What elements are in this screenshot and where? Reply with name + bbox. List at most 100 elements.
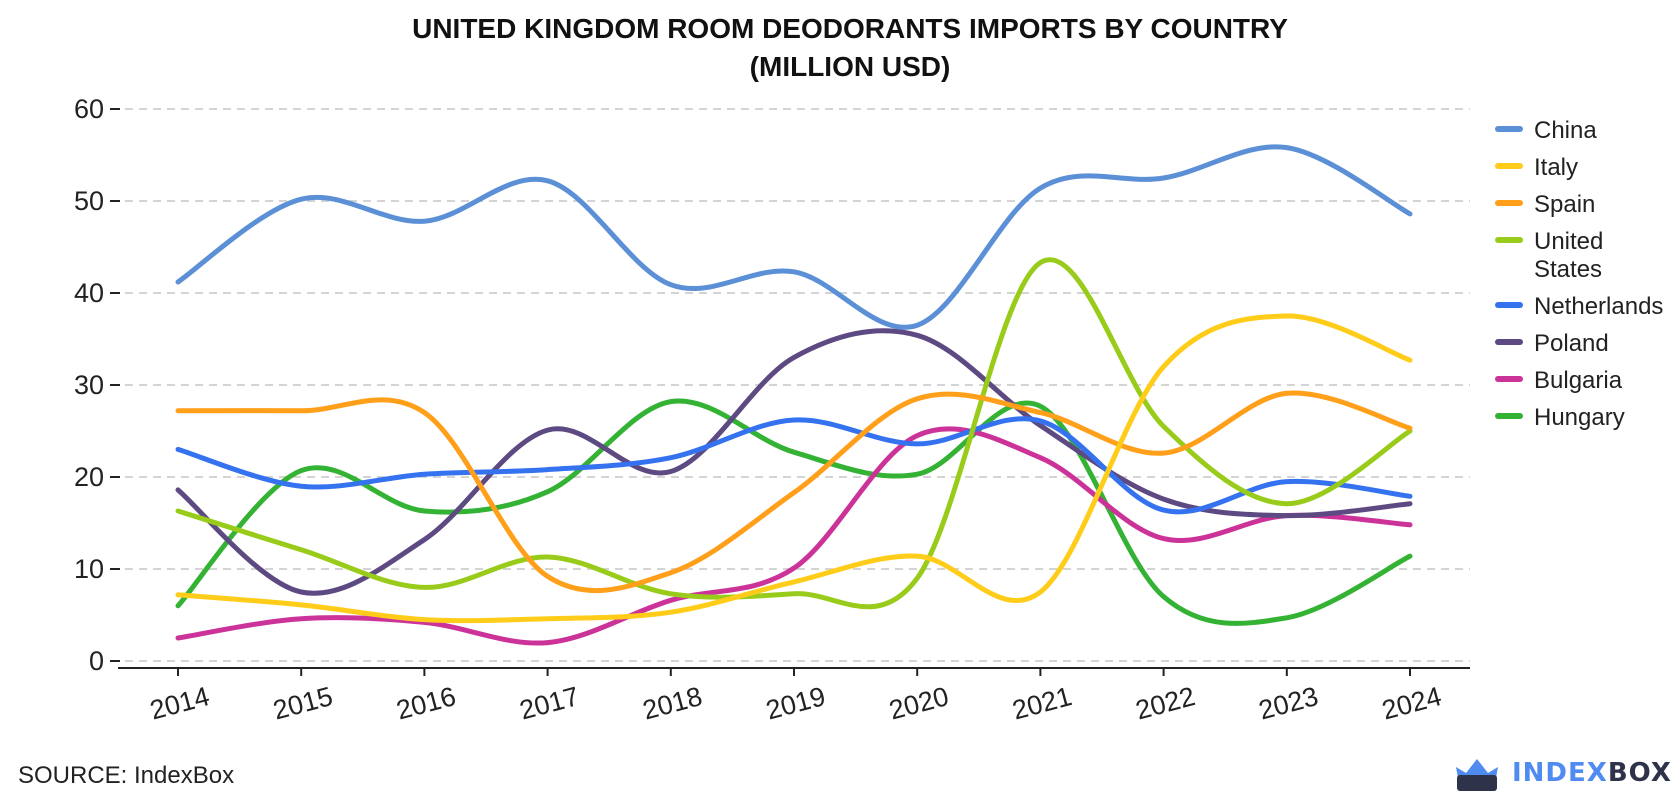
data-point-hungary bbox=[299, 468, 304, 473]
data-point-united-states bbox=[1038, 260, 1043, 265]
legend-item-poland[interactable]: Poland bbox=[1495, 330, 1609, 357]
data-point-poland bbox=[1161, 497, 1166, 502]
data-point-italy bbox=[422, 617, 427, 622]
data-point-spain bbox=[422, 410, 427, 415]
data-point-bulgaria bbox=[299, 616, 304, 621]
data-point-italy bbox=[176, 592, 181, 597]
data-point-netherlands bbox=[299, 484, 304, 489]
data-point-netherlands bbox=[1038, 418, 1043, 423]
data-point-italy bbox=[915, 554, 920, 559]
data-point-united-states bbox=[545, 555, 550, 560]
data-point-bulgaria bbox=[1038, 455, 1043, 460]
legend-label: Hungary bbox=[1534, 404, 1625, 431]
data-point-china bbox=[176, 279, 181, 284]
data-point-bulgaria bbox=[176, 636, 181, 641]
data-point-poland bbox=[176, 487, 181, 492]
data-point-hungary bbox=[1161, 594, 1166, 599]
series-lines bbox=[175, 144, 1413, 646]
legend-item-bulgaria[interactable]: Bulgaria bbox=[1495, 367, 1623, 394]
data-point-italy bbox=[299, 602, 304, 607]
data-point-poland bbox=[668, 469, 673, 474]
x-tick-label: 2022 bbox=[1132, 681, 1198, 726]
data-point-united-states bbox=[792, 591, 797, 596]
y-tick-label: 60 bbox=[74, 94, 104, 124]
data-point-united-states bbox=[1161, 424, 1166, 429]
y-tick-label: 0 bbox=[89, 646, 104, 676]
data-point-china bbox=[422, 219, 427, 224]
data-point-spain bbox=[1038, 410, 1043, 415]
data-point-poland bbox=[915, 333, 920, 338]
data-point-netherlands bbox=[422, 472, 427, 477]
data-point-hungary bbox=[422, 509, 427, 514]
data-point-italy bbox=[1161, 364, 1166, 369]
brand-word-box: BOX bbox=[1607, 758, 1672, 788]
data-point-spain bbox=[176, 408, 181, 413]
series-line-hungary bbox=[175, 398, 1413, 626]
data-point-bulgaria bbox=[1161, 536, 1166, 541]
x-tick-label: 2023 bbox=[1256, 681, 1322, 726]
data-point-spain bbox=[1408, 426, 1413, 431]
data-point-netherlands bbox=[545, 467, 550, 472]
data-point-poland bbox=[545, 428, 550, 433]
chart-title: UNITED KINGDOM ROOM DEODORANTS IMPORTS B… bbox=[0, 10, 1680, 86]
data-point-bulgaria bbox=[1408, 522, 1413, 527]
y-tick-label: 10 bbox=[74, 554, 104, 584]
chart-title-line-2: (MILLION USD) bbox=[749, 51, 951, 82]
data-point-italy bbox=[668, 610, 673, 615]
series-line-bulgaria bbox=[175, 426, 1413, 646]
legend-item-china[interactable]: China bbox=[1495, 117, 1597, 144]
data-point-united-states bbox=[1284, 501, 1289, 506]
x-tick-label: 2020 bbox=[886, 681, 952, 726]
legend-item-hungary[interactable]: Hungary bbox=[1495, 404, 1625, 431]
legend-label: United States bbox=[1534, 228, 1603, 283]
x-tick-label: 2018 bbox=[640, 681, 706, 726]
x-tick-label: 2017 bbox=[516, 681, 582, 726]
data-point-hungary bbox=[915, 472, 920, 477]
legend-item-united-states[interactable]: United States bbox=[1495, 228, 1603, 283]
y-tick-label: 50 bbox=[74, 186, 104, 216]
data-point-italy bbox=[1284, 314, 1289, 319]
data-point-poland bbox=[422, 537, 427, 542]
data-point-united-states bbox=[299, 547, 304, 552]
data-point-china bbox=[1038, 186, 1043, 191]
data-point-netherlands bbox=[915, 441, 920, 446]
data-point-poland bbox=[792, 355, 797, 360]
series-line-china bbox=[175, 144, 1413, 330]
indexbox-logo[interactable]: INDEXBOX bbox=[1452, 752, 1672, 794]
data-point-spain bbox=[915, 396, 920, 401]
gridlines bbox=[125, 108, 1470, 662]
legend-label: Italy bbox=[1534, 154, 1578, 181]
legend-label: Spain bbox=[1534, 191, 1595, 218]
series-line-netherlands bbox=[175, 416, 1413, 515]
data-point-china bbox=[915, 323, 920, 328]
data-point-hungary bbox=[545, 489, 550, 494]
source-note: SOURCE: IndexBox bbox=[18, 762, 235, 789]
data-point-united-states bbox=[668, 591, 673, 596]
crown-box-logo-icon bbox=[1456, 759, 1498, 791]
legend-label: Poland bbox=[1534, 330, 1609, 357]
x-tick-label: 2019 bbox=[763, 681, 829, 726]
data-point-poland bbox=[299, 590, 304, 595]
brand-wordmark: INDEXBOX bbox=[1512, 758, 1672, 788]
data-point-china bbox=[299, 197, 304, 202]
legend-item-italy[interactable]: Italy bbox=[1495, 154, 1578, 181]
data-point-china bbox=[1161, 176, 1166, 181]
data-point-china bbox=[792, 269, 797, 274]
x-tick-label: 2016 bbox=[393, 681, 459, 726]
legend-item-spain[interactable]: Spain bbox=[1495, 191, 1595, 218]
data-point-bulgaria bbox=[545, 640, 550, 645]
data-point-netherlands bbox=[1284, 479, 1289, 484]
chart-title-line-1: UNITED KINGDOM ROOM DEODORANTS IMPORTS B… bbox=[412, 13, 1288, 44]
legend-item-netherlands[interactable]: Netherlands bbox=[1495, 293, 1663, 320]
data-point-china bbox=[545, 178, 550, 183]
data-point-bulgaria bbox=[915, 433, 920, 438]
data-point-spain bbox=[1161, 451, 1166, 456]
x-tick-label: 2024 bbox=[1379, 681, 1445, 726]
data-point-netherlands bbox=[668, 455, 673, 460]
legend-label: Bulgaria bbox=[1534, 367, 1623, 394]
y-tick-label: 20 bbox=[74, 462, 104, 492]
x-tick-label: 2014 bbox=[147, 681, 213, 726]
data-point-hungary bbox=[792, 450, 797, 455]
data-point-poland bbox=[1408, 501, 1413, 506]
brand-word-index: INDEX bbox=[1512, 758, 1608, 788]
